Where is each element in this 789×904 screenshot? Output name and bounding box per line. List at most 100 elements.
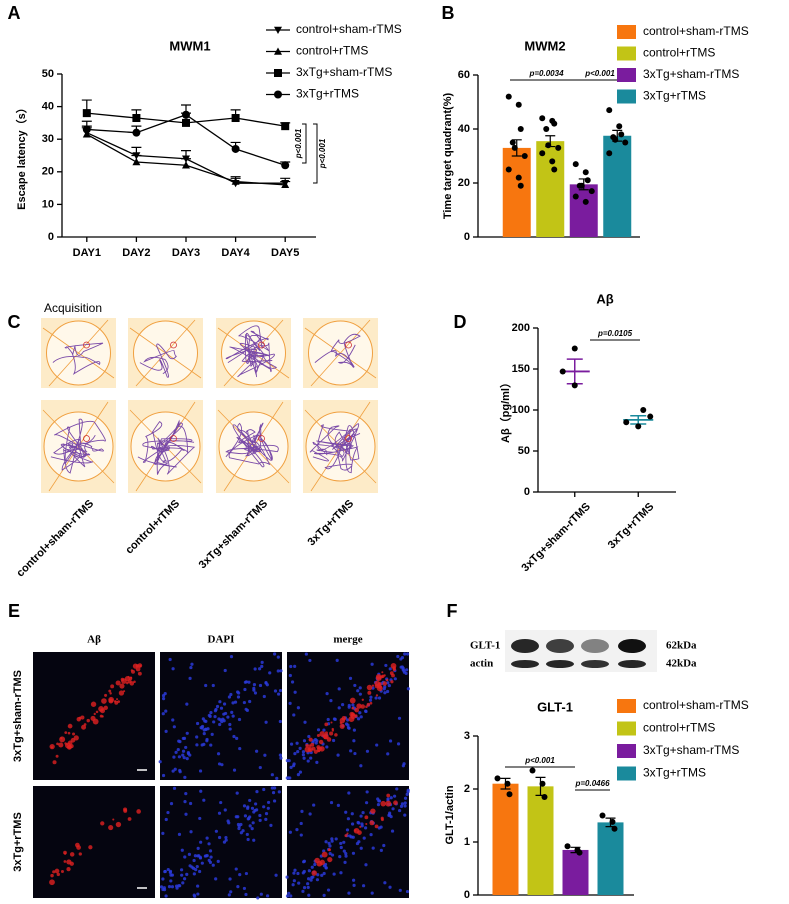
plaque xyxy=(115,680,121,686)
nucleus xyxy=(192,858,196,863)
nucleus xyxy=(401,666,405,670)
nucleus xyxy=(190,662,194,666)
plaque xyxy=(90,715,96,721)
plaque xyxy=(351,706,355,710)
nucleus xyxy=(307,893,311,897)
nucleus xyxy=(332,717,337,721)
nucleus xyxy=(384,663,388,668)
data-point xyxy=(623,419,630,426)
nucleus xyxy=(374,696,378,700)
legend-label: 3xTg+sham-rTMS xyxy=(296,65,392,79)
nucleus xyxy=(258,683,263,688)
plaque xyxy=(331,729,335,732)
nucleus xyxy=(217,811,222,815)
swim-path xyxy=(50,418,106,474)
nucleus xyxy=(164,817,168,822)
data-point xyxy=(584,177,591,184)
nucleus xyxy=(253,667,257,671)
nucleus xyxy=(388,739,393,743)
nucleus xyxy=(215,704,220,709)
micrograph xyxy=(287,652,409,780)
nucleus xyxy=(313,862,317,867)
nucleus xyxy=(292,879,296,883)
data-point xyxy=(529,767,536,774)
nucleus xyxy=(306,882,310,886)
nucleus xyxy=(276,655,280,659)
plaque xyxy=(98,706,104,712)
plaque xyxy=(50,746,54,749)
data-point xyxy=(515,174,522,181)
nucleus xyxy=(348,676,353,681)
plaque xyxy=(108,824,114,831)
nucleus xyxy=(315,739,319,743)
y-tick-label: 200 xyxy=(512,322,530,334)
nucleus xyxy=(369,695,373,699)
nucleus xyxy=(179,868,184,872)
plaque xyxy=(86,718,90,723)
nucleus xyxy=(223,668,227,673)
nucleus xyxy=(289,664,293,669)
nucleus xyxy=(239,831,243,835)
nucleus xyxy=(203,854,207,858)
nucleus xyxy=(338,855,342,859)
p-value: p<0.001 xyxy=(294,128,303,159)
plaque xyxy=(354,829,357,832)
group-label: 3xTg+rTMS xyxy=(306,498,357,549)
data-point xyxy=(539,780,546,787)
plaque xyxy=(385,800,392,807)
nucleus xyxy=(161,831,165,835)
nucleus xyxy=(285,875,289,879)
nucleus xyxy=(405,652,410,656)
plaque xyxy=(344,834,348,838)
data-point xyxy=(564,843,571,850)
nucleus xyxy=(217,717,221,721)
nucleus xyxy=(224,711,228,716)
nucleus xyxy=(279,756,283,760)
nucleus xyxy=(183,855,187,859)
nucleus xyxy=(210,732,214,736)
data-point xyxy=(539,150,546,157)
p-value: p=0.0466 xyxy=(574,779,610,788)
nucleus xyxy=(171,769,175,773)
nucleus xyxy=(244,871,249,876)
plaque xyxy=(118,690,125,696)
nucleus xyxy=(204,683,208,688)
nucleus xyxy=(288,830,292,834)
plaque xyxy=(354,707,360,713)
nucleus xyxy=(218,700,222,704)
nucleus xyxy=(351,835,355,839)
nucleus xyxy=(302,860,306,864)
nucleus xyxy=(219,800,223,805)
blot-band xyxy=(511,639,539,653)
plaque xyxy=(390,680,394,684)
nucleus xyxy=(236,885,240,889)
nucleus xyxy=(360,822,364,826)
nucleus xyxy=(248,798,252,803)
nucleus xyxy=(166,867,170,872)
nucleus xyxy=(300,809,304,813)
plaque xyxy=(367,690,372,695)
nucleus xyxy=(358,686,362,690)
nucleus xyxy=(260,664,264,668)
nucleus xyxy=(246,806,250,810)
blot-band xyxy=(618,660,646,668)
nucleus xyxy=(176,747,180,752)
nucleus xyxy=(248,824,252,828)
plaque xyxy=(136,809,141,814)
nucleus xyxy=(361,811,365,815)
nucleus xyxy=(285,759,289,763)
plaque xyxy=(365,705,368,708)
marker xyxy=(274,69,282,77)
nucleus xyxy=(330,837,334,841)
nucleus xyxy=(301,871,305,875)
nucleus xyxy=(303,720,307,724)
plaque xyxy=(370,808,376,814)
nucleus xyxy=(180,848,184,852)
nucleus xyxy=(254,802,258,806)
nucleus xyxy=(204,719,208,723)
nucleus xyxy=(316,728,321,732)
plaque xyxy=(64,731,68,735)
data-point xyxy=(505,166,512,173)
nucleus xyxy=(171,718,175,722)
plaque xyxy=(371,684,375,687)
